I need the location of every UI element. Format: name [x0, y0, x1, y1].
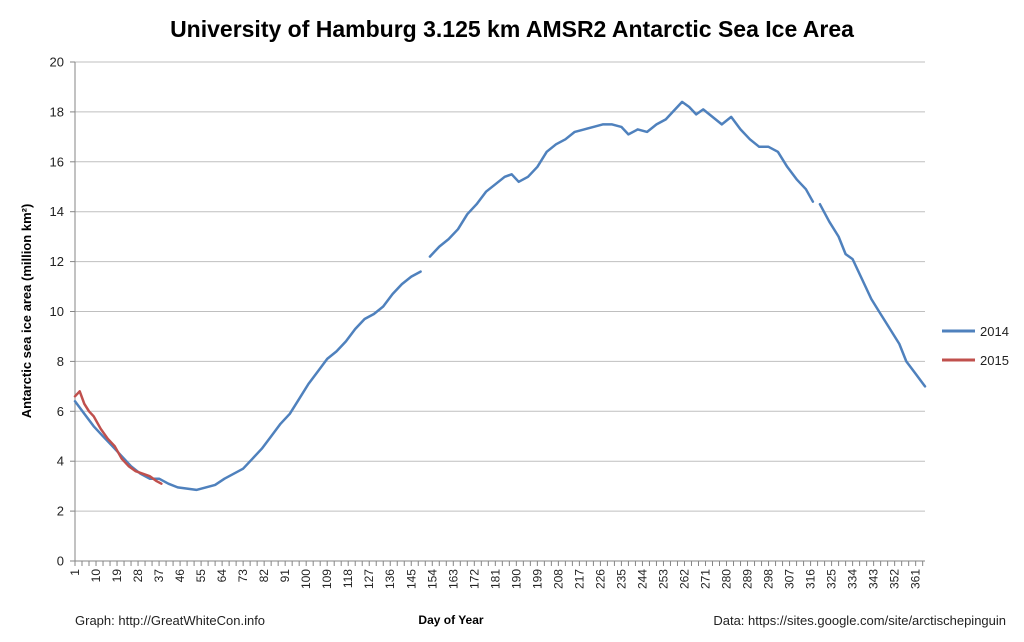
x-tick-label-190: 190 — [509, 569, 523, 589]
legend-label-2014: 2014 — [980, 324, 1009, 339]
x-tick-label-361: 361 — [909, 569, 923, 589]
y-tick-label-6: 6 — [57, 404, 64, 419]
x-tick-label-316: 316 — [804, 569, 818, 589]
y-tick-label-16: 16 — [50, 154, 64, 169]
y-tick-label-10: 10 — [50, 304, 64, 319]
y-axis-label: Antarctic sea ice area (million km²) — [19, 204, 34, 419]
x-tick-label-289: 289 — [741, 569, 755, 589]
y-tick-label-8: 8 — [57, 354, 64, 369]
x-tick-label-235: 235 — [614, 569, 628, 589]
x-tick-label-181: 181 — [488, 569, 502, 589]
legend-label-2015: 2015 — [980, 353, 1009, 368]
x-tick-label-343: 343 — [867, 569, 881, 589]
x-tick-label-262: 262 — [677, 569, 691, 589]
x-tick-label-172: 172 — [467, 569, 481, 589]
graph-credit: Graph: http://GreatWhiteCon.info — [75, 613, 265, 628]
y-tick-label-2: 2 — [57, 504, 64, 519]
data-source: Data: https://sites.google.com/site/arct… — [713, 613, 1006, 628]
x-tick-label-136: 136 — [383, 569, 397, 589]
series-2014-line-segment-1 — [73, 270, 422, 492]
x-axis-label: Day of Year — [418, 613, 483, 627]
x-tick-label-37: 37 — [152, 569, 166, 583]
x-axis-ticks: 1 10 19 28 37 46 55 64 73 82 91 100 109 118 127 136 145 1… — [68, 561, 924, 589]
x-tick-label-100: 100 — [299, 569, 313, 589]
x-tick-label-208: 208 — [551, 569, 565, 589]
x-tick-label-199: 199 — [530, 569, 544, 589]
x-tick-label-163: 163 — [446, 569, 460, 589]
series-2014-line-segment-2 — [428, 100, 815, 258]
x-tick-label-145: 145 — [404, 569, 418, 589]
x-tick-label-1: 1 — [68, 569, 82, 576]
x-tick-label-82: 82 — [257, 569, 271, 583]
x-tick-label-325: 325 — [825, 569, 839, 589]
chart-title: University of Hamburg 3.125 km AMSR2 Ant… — [170, 16, 854, 42]
x-tick-label-109: 109 — [320, 569, 334, 589]
y-tick-label-14: 14 — [50, 204, 64, 219]
y-tick-label-20: 20 — [50, 55, 64, 70]
x-tick-label-46: 46 — [173, 569, 187, 583]
y-tick-label-0: 0 — [57, 554, 64, 569]
y-axis-ticks: 0 2 4 6 8 10 12 14 16 18 20 — [50, 55, 75, 569]
x-tick-label-298: 298 — [762, 569, 776, 589]
x-tick-label-253: 253 — [656, 569, 670, 589]
x-tick-label-244: 244 — [635, 569, 649, 589]
y-tick-label-12: 12 — [50, 254, 64, 269]
x-tick-label-217: 217 — [572, 569, 586, 589]
x-tick-label-73: 73 — [236, 569, 250, 583]
x-tick-label-91: 91 — [278, 569, 292, 583]
x-tick-label-334: 334 — [846, 569, 860, 589]
x-tick-label-64: 64 — [215, 569, 229, 583]
x-tick-label-19: 19 — [110, 569, 124, 583]
x-tick-label-127: 127 — [362, 569, 376, 589]
gridlines — [74, 61, 925, 562]
y-tick-label-18: 18 — [50, 104, 64, 119]
x-tick-label-352: 352 — [888, 569, 902, 589]
x-tick-label-271: 271 — [698, 569, 712, 589]
y-tick-label-4: 4 — [57, 454, 64, 469]
series-lines — [73, 100, 927, 492]
x-tick-label-28: 28 — [131, 569, 145, 583]
x-tick-label-118: 118 — [341, 569, 355, 588]
series-2014-line-segment-3 — [818, 202, 927, 388]
x-tick-label-226: 226 — [593, 569, 607, 589]
x-tick-label-307: 307 — [783, 569, 797, 589]
series-2015-line-segment-1 — [73, 390, 163, 485]
x-tick-label-10: 10 — [89, 569, 103, 583]
legend: 2014 2015 — [942, 324, 1009, 368]
x-tick-label-280: 280 — [720, 569, 734, 589]
x-tick-label-55: 55 — [194, 569, 208, 583]
x-tick-label-154: 154 — [425, 569, 439, 589]
